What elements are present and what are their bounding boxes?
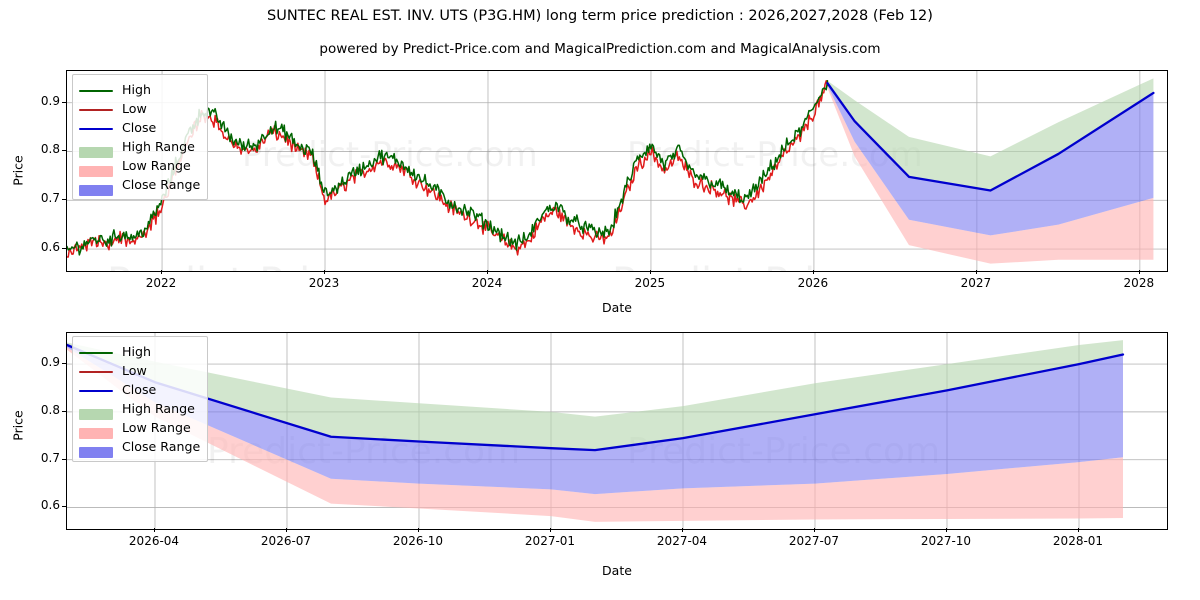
legend-patch-swatch — [79, 427, 113, 439]
legend-item-close-range[interactable]: Close Range — [79, 175, 201, 196]
y-tick-label: 0.7 — [40, 191, 60, 206]
y-tick-label: 0.7 — [40, 450, 60, 465]
x-tick-mark — [161, 270, 163, 274]
x-tick-label: 2022 — [145, 276, 177, 290]
legend-patch-swatch — [79, 146, 113, 158]
x-tick-label: 2023 — [308, 276, 340, 290]
x-tick-label: 2028 — [1123, 276, 1155, 290]
y-tick-label: 0.9 — [40, 93, 60, 108]
legend-item-high[interactable]: High — [79, 342, 200, 361]
legend-line-swatch — [79, 89, 113, 92]
x-tick-mark — [975, 270, 977, 274]
y-tick-label: 0.6 — [40, 240, 60, 255]
legend-item-high-range[interactable]: High Range — [79, 137, 200, 158]
x-tick-label: 2026-10 — [392, 534, 444, 548]
x-tick-label: 2026 — [797, 276, 829, 290]
legend-item-label: Low — [122, 363, 147, 378]
x-tick-mark — [154, 528, 155, 532]
legend-item-close-range[interactable]: Close Range — [79, 437, 201, 458]
legend-item-low[interactable]: Low — [79, 99, 200, 118]
x-tick-mark — [1078, 528, 1079, 532]
top-chart-panel: Price Predict-Price.com Predict-Price.com… — [11, 70, 1168, 315]
legend-item-low[interactable]: Low — [79, 361, 200, 380]
legend-patch-swatch — [79, 184, 113, 196]
page-subtitle: powered by Predict-Price.com and Magical… — [319, 41, 881, 57]
x-tick-mark — [1138, 270, 1140, 274]
legend-patch-swatch — [79, 446, 113, 458]
top-plot-area: Predict-Price.comPredict-Price.comPredic… — [66, 70, 1168, 272]
legend-item-label: High — [122, 344, 151, 359]
y-tick-mark — [62, 458, 66, 460]
x-tick-label: 2027-01 — [524, 534, 576, 548]
top-x-axis-label: Date — [602, 300, 632, 315]
legend-item-label: Close Range — [122, 439, 201, 454]
x-tick-label: 2027-10 — [920, 534, 972, 548]
x-tick-label: 2024 — [471, 276, 503, 290]
legend-patch-swatch — [79, 408, 113, 420]
legend-line-swatch — [79, 127, 113, 130]
x-tick-label: 2025 — [634, 276, 666, 290]
y-tick-mark — [62, 199, 66, 201]
legend-line-swatch — [79, 370, 113, 373]
y-tick-mark — [62, 506, 66, 508]
x-tick-label: 2027-04 — [656, 534, 708, 548]
x-tick-mark — [946, 528, 947, 532]
legend-item-high[interactable]: High — [79, 80, 200, 99]
x-tick-mark — [418, 528, 419, 532]
legend-line-swatch — [79, 108, 113, 111]
legend-line-swatch — [79, 389, 113, 392]
x-tick-mark — [550, 528, 551, 532]
svg-text:Predict-Price.com: Predict-Price.com — [107, 260, 455, 271]
legend-patch-swatch — [79, 165, 113, 177]
x-tick-label: 2026-07 — [260, 534, 312, 548]
chart-legend[interactable]: High Low Close High Range Low Range Close Ran… — [72, 336, 209, 462]
legend-item-label: Low Range — [122, 158, 191, 173]
legend-item-label: Low — [122, 101, 147, 116]
legend-item-label: High — [122, 82, 151, 97]
legend-item-low-range[interactable]: Low Range — [79, 156, 200, 177]
x-tick-mark — [814, 528, 815, 532]
chart-legend[interactable]: High Low Close High Range Low Range Close Ran… — [72, 74, 209, 200]
x-tick-mark — [486, 270, 488, 274]
page-title: SUNTEC REAL EST. INV. UTS (P3G.HM) long … — [267, 8, 933, 24]
x-tick-mark — [324, 270, 326, 274]
y-tick-label: 0.6 — [40, 498, 60, 513]
y-tick-mark — [62, 410, 66, 412]
legend-item-close[interactable]: Close — [79, 118, 200, 137]
x-tick-label: 2027-07 — [788, 534, 840, 548]
legend-item-low-range[interactable]: Low Range — [79, 418, 200, 439]
legend-item-label: Close Range — [122, 177, 201, 192]
x-tick-label: 2027 — [960, 276, 992, 290]
legend-line-swatch — [79, 351, 113, 354]
legend-item-label: Low Range — [122, 420, 191, 435]
x-tick-label: 2026-04 — [128, 534, 180, 548]
x-tick-mark — [812, 270, 814, 274]
legend-item-label: High Range — [122, 139, 195, 154]
x-tick-mark — [649, 270, 651, 274]
y-tick-label: 0.8 — [40, 402, 60, 417]
x-tick-mark — [682, 528, 683, 532]
x-tick-mark — [286, 528, 287, 532]
legend-item-close[interactable]: Close — [79, 380, 200, 399]
legend-item-high-range[interactable]: High Range — [79, 399, 200, 420]
legend-item-label: Close — [122, 120, 157, 135]
y-tick-label: 0.9 — [40, 355, 60, 370]
y-tick-mark — [62, 363, 66, 365]
x-tick-label: 2028-01 — [1052, 534, 1104, 548]
legend-item-label: Close — [122, 382, 157, 397]
y-tick-mark — [62, 101, 66, 103]
bottom-x-axis-label: Date — [602, 563, 632, 578]
y-tick-mark — [62, 150, 66, 152]
y-tick-mark — [62, 248, 66, 250]
legend-item-label: High Range — [122, 401, 195, 416]
y-tick-label: 0.8 — [40, 142, 60, 157]
svg-text:Predict-Price.com: Predict-Price.com — [612, 260, 960, 271]
